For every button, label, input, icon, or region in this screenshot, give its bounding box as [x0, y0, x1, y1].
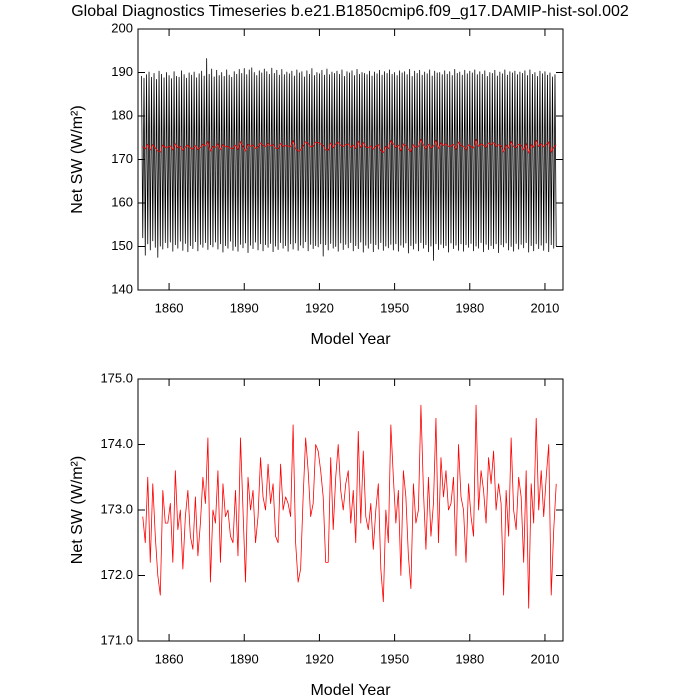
x-tick-label: 1980 [455, 651, 484, 666]
y-tick-label: 150 [111, 238, 133, 253]
y-tick-label: 173.0 [100, 501, 133, 516]
x-tick-label: 1980 [455, 300, 484, 315]
y-tick-label: 171.0 [100, 632, 133, 647]
y-axis-label: Net SW (W/m²) [69, 105, 86, 213]
x-tick-label: 2010 [530, 300, 559, 315]
y-axis-label: Net SW (W/m²) [69, 456, 86, 564]
x-tick-label: 1920 [305, 300, 334, 315]
x-tick-label: 1860 [155, 651, 184, 666]
x-axis-label: Model Year [310, 331, 391, 348]
x-axis-label: Model Year [310, 682, 391, 699]
y-tick-label: 140 [111, 281, 133, 296]
x-tick-label: 1920 [305, 651, 334, 666]
y-tick-label: 174.0 [100, 436, 133, 451]
data-line [142, 404, 557, 609]
data-line [141, 58, 557, 261]
x-tick-label: 2010 [530, 651, 559, 666]
y-tick-label: 180 [111, 107, 133, 122]
x-tick-label: 1890 [230, 300, 259, 315]
y-tick-label: 170 [111, 151, 133, 166]
x-tick-label: 1890 [230, 651, 259, 666]
x-tick-label: 1950 [380, 651, 409, 666]
data-line [142, 139, 557, 154]
y-tick-label: 175.0 [100, 370, 133, 385]
y-tick-label: 190 [111, 64, 133, 79]
y-tick-label: 160 [111, 194, 133, 209]
y-tick-label: 172.0 [100, 567, 133, 582]
x-tick-label: 1950 [380, 300, 409, 315]
y-tick-label: 200 [111, 20, 133, 35]
x-tick-label: 1860 [155, 300, 184, 315]
chart-title: Global Diagnostics Timeseries b.e21.B185… [71, 3, 629, 20]
